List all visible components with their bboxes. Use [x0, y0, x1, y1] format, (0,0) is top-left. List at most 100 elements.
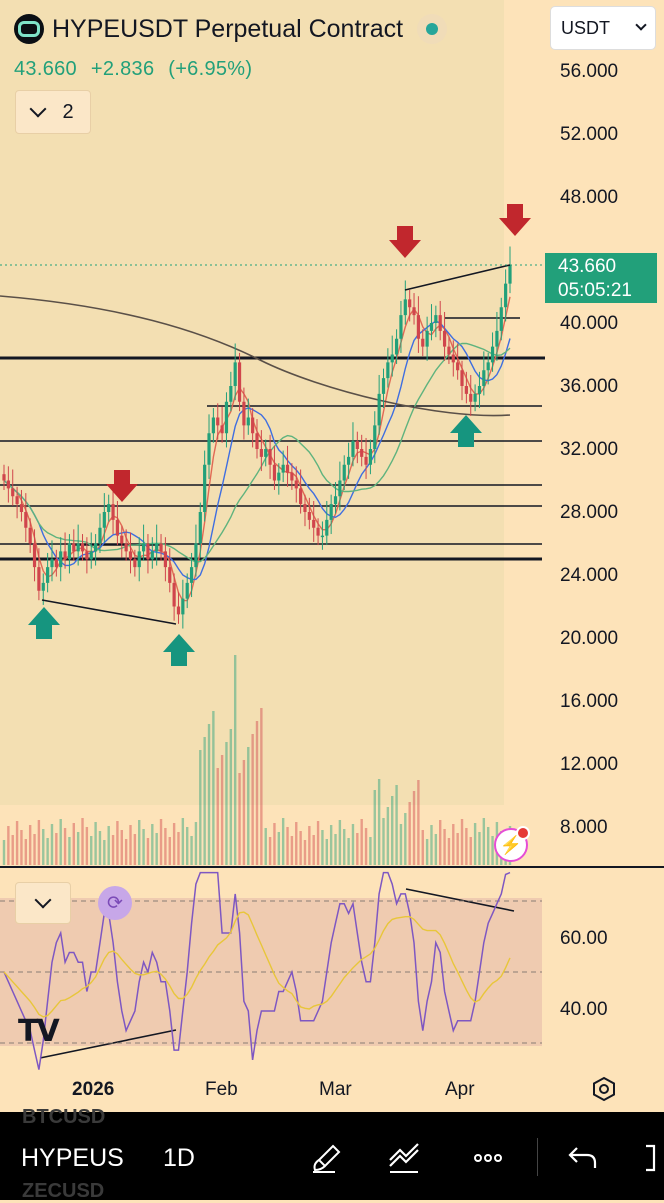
quick-trade-button[interactable]: ⚡ — [494, 826, 530, 862]
candle-body — [368, 449, 373, 465]
time-axis-label: 2026 — [72, 1079, 115, 1100]
volume-bar — [347, 838, 350, 865]
candle-body — [255, 433, 259, 449]
candle-body — [377, 393, 381, 426]
rsi-axis-label: 60.00 — [560, 928, 608, 949]
candle-body — [434, 315, 438, 323]
rsi-collapse-button[interactable] — [15, 882, 71, 924]
volume-bar — [120, 830, 123, 865]
volume-bar — [33, 834, 36, 865]
candle-body — [338, 480, 342, 497]
volume-bar — [364, 828, 368, 865]
candle-body — [80, 543, 85, 552]
volume-bar — [439, 820, 442, 865]
price-axis-label: 28.000 — [560, 502, 619, 523]
volume-bar — [151, 824, 154, 865]
undo-icon[interactable] — [565, 1140, 601, 1176]
price-axis-label: 16.000 — [560, 691, 619, 712]
candle-body — [220, 425, 224, 434]
candle-body — [203, 464, 207, 512]
gear-icon[interactable] — [591, 1076, 617, 1102]
candle-body — [355, 441, 359, 449]
volume-bar — [456, 833, 459, 865]
volume-bar — [7, 826, 10, 865]
symbol-selector[interactable]: HYPEUS — [21, 1144, 124, 1172]
volume-bar — [37, 820, 41, 865]
candle-body — [329, 504, 333, 520]
volume-bar — [412, 791, 416, 865]
currency-select[interactable]: USDT — [550, 6, 656, 50]
volume-bar — [273, 823, 276, 865]
redo-icon[interactable] — [644, 1140, 664, 1176]
volume-bar — [312, 835, 315, 865]
pane-divider[interactable] — [0, 866, 664, 868]
candle-body — [172, 582, 176, 607]
candle-body — [102, 512, 106, 528]
candle-body — [320, 535, 325, 538]
refresh-icon[interactable]: ⟳ — [98, 886, 132, 920]
volume-bar — [325, 839, 328, 865]
volume-bar — [216, 768, 219, 865]
interval-selector[interactable]: 1D — [163, 1144, 195, 1172]
volume-bar — [478, 832, 481, 865]
volume-bar — [404, 813, 407, 865]
volume-bar — [24, 839, 28, 865]
indicator-count: 2 — [62, 100, 74, 123]
volume-bar — [50, 824, 54, 865]
candle-body — [486, 362, 490, 371]
volume-bar — [443, 829, 446, 865]
rsi-pane — [0, 871, 542, 1070]
volume-bar — [430, 825, 433, 865]
candle-body — [364, 456, 368, 465]
volume-bar — [242, 760, 246, 865]
time-axis-label: Apr — [445, 1079, 475, 1100]
signal-arrows — [28, 204, 531, 666]
volume-bar — [138, 820, 141, 865]
candle-body — [216, 417, 220, 426]
volume-bar — [129, 825, 132, 865]
indicator-collapse-button[interactable]: 2 — [15, 90, 91, 134]
volume-bar — [369, 837, 372, 865]
volume-bar — [421, 830, 424, 865]
market-status-icon[interactable] — [417, 14, 448, 44]
volume-bar — [486, 827, 490, 865]
candle-body — [294, 480, 298, 489]
ghost-symbol: BTCUSD — [22, 1106, 106, 1128]
volume-bar — [172, 823, 176, 865]
candle-body — [211, 417, 215, 434]
candle-body — [299, 488, 303, 505]
last-price-value: 43.660 — [558, 256, 617, 277]
bar-countdown: 05:05:21 — [558, 280, 632, 301]
buy-arrow-icon — [28, 607, 60, 639]
candle-body — [67, 543, 72, 560]
divergence-trendline — [404, 264, 511, 291]
more-icon[interactable] — [470, 1140, 506, 1176]
main-chart[interactable] — [0, 0, 664, 1112]
candle-body — [124, 543, 128, 552]
price-axis-label: 20.000 — [560, 628, 619, 649]
price-axis-label: 40.000 — [560, 313, 619, 334]
candle-body — [85, 551, 89, 560]
price-axis-label: 24.000 — [560, 565, 619, 586]
volume-bar — [81, 818, 84, 865]
candle-body — [89, 551, 93, 560]
candle-body — [251, 417, 255, 434]
volume-bar — [85, 827, 89, 865]
candle-body — [46, 567, 50, 583]
price-axis-label: 8.000 — [560, 817, 608, 838]
candle-body — [194, 543, 198, 568]
page-title[interactable]: HYPEUSDT Perpetual Contract — [52, 14, 404, 43]
candle-body — [141, 543, 146, 552]
volume-bar — [116, 821, 119, 865]
price-axis-label: 56.000 — [560, 61, 619, 82]
divergence-trendline — [39, 1029, 177, 1059]
brush-icon[interactable] — [309, 1140, 345, 1176]
candle-body — [473, 393, 477, 402]
drawing-tools-icon[interactable] — [386, 1140, 422, 1176]
volume-bar — [107, 826, 110, 865]
candle-body — [32, 543, 37, 568]
volume-bar — [203, 737, 206, 865]
candle-body — [464, 386, 468, 394]
volume-bar — [382, 818, 385, 865]
volume-bar — [194, 822, 198, 865]
